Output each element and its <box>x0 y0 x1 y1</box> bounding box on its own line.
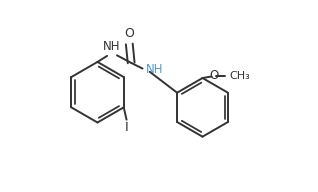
Text: O: O <box>209 69 218 82</box>
Text: NH: NH <box>103 40 120 53</box>
Text: O: O <box>124 27 134 40</box>
Text: I: I <box>125 121 129 134</box>
Text: CH₃: CH₃ <box>229 71 250 81</box>
Text: NH: NH <box>145 63 163 76</box>
